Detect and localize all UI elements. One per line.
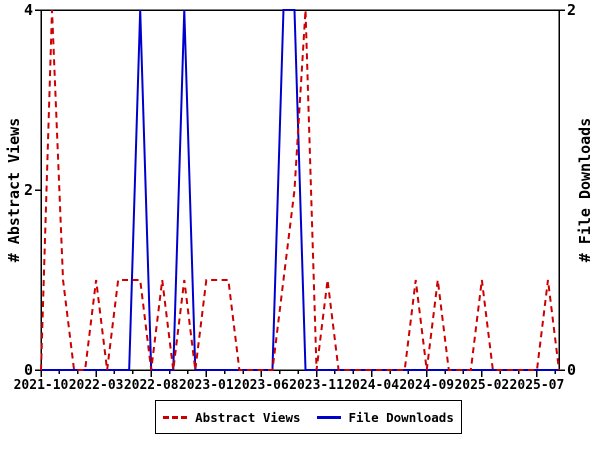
right-axis-tick-label: 2: [567, 1, 576, 19]
solid-line-sample-icon: [316, 415, 341, 419]
x-tick-label: 2022-08: [124, 378, 179, 393]
legend-item-abstract-views: Abstract Views: [163, 409, 301, 425]
left-axis-tick-label: 2: [24, 181, 33, 199]
left-axis-tick-label: 4: [24, 1, 33, 19]
legend-label: Abstract Views: [195, 409, 301, 425]
x-tick-label: 2022-03: [69, 378, 124, 393]
left-axis-title: # Abstract Views: [5, 117, 23, 263]
abstract-views-line: [40, 9, 560, 371]
x-tick-label: 2024-09: [399, 378, 454, 393]
x-tick-label: 2023-11: [289, 378, 344, 393]
legend-item-file-downloads: File Downloads: [316, 409, 454, 425]
dashed-line-sample-icon: [163, 415, 188, 419]
legend: Abstract Views File Downloads: [155, 400, 462, 434]
x-tick-label: 2023-06: [234, 378, 289, 393]
x-tick-label: 2025-02: [454, 378, 509, 393]
x-tick-label: 2021-10: [14, 378, 69, 393]
x-tick-label: 2025-07: [510, 378, 565, 393]
left-axis-tick-label: 0: [24, 361, 33, 379]
right-axis-title: # File Downloads: [576, 117, 594, 263]
right-axis-tick-label: 0: [567, 361, 576, 379]
x-tick-label: 2024-04: [344, 378, 399, 393]
file-downloads-line: [41, 9, 559, 371]
x-tick-label: 2023-01: [179, 378, 234, 393]
legend-label: File Downloads: [348, 409, 454, 425]
